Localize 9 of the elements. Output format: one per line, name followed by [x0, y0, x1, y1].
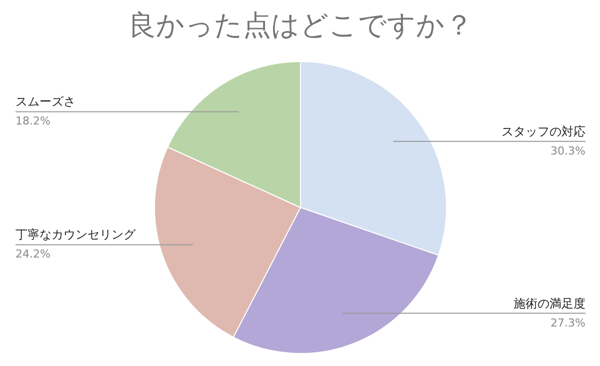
data-label: 18.2% — [16, 114, 50, 128]
slice-label: 丁寧なカウンセリング — [16, 228, 136, 242]
data-label: 30.3% — [550, 144, 586, 158]
chart-title: 良かった点はどこですか？ — [128, 8, 473, 42]
slice-label: スタッフの対応 — [502, 124, 586, 138]
slice-label: スムーズさ — [16, 94, 76, 109]
slice-label: 施術の満足度 — [514, 296, 586, 310]
data-label: 24.2% — [16, 248, 50, 261]
data-label: 27.3% — [550, 316, 586, 330]
